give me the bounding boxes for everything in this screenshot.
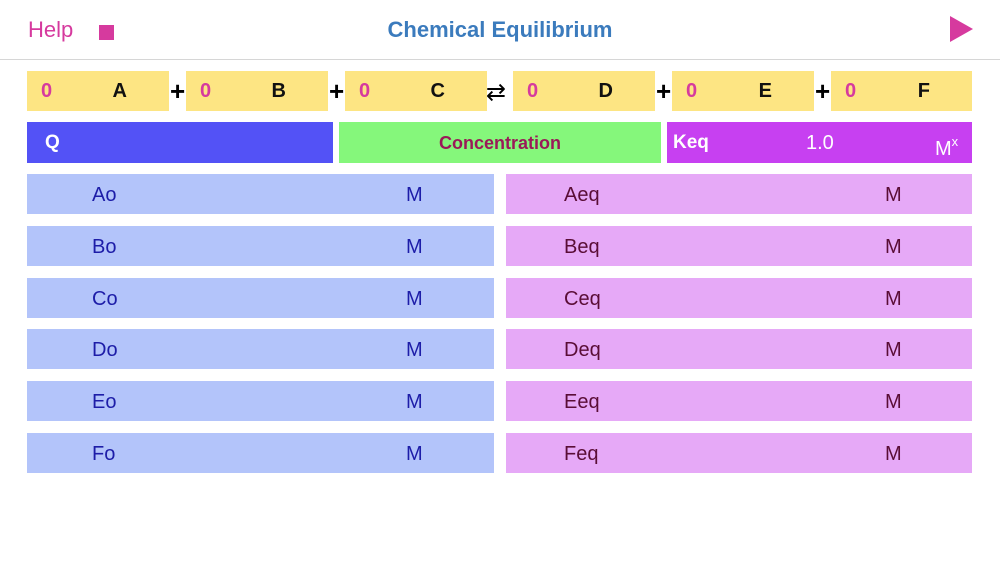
row-label: Bo <box>92 236 117 258</box>
equilibrium-concentration-row-b[interactable]: Beq M <box>506 226 972 266</box>
equilibrium-concentration-row-d[interactable]: Deq M <box>506 329 972 369</box>
row-label: Eo <box>92 391 117 413</box>
row-unit: M <box>885 184 902 206</box>
concentration-button[interactable]: Concentration <box>339 122 661 163</box>
row-label: Feq <box>564 443 599 465</box>
plus-sign: + <box>170 76 186 106</box>
initial-concentration-row-c[interactable]: Co M <box>27 278 494 318</box>
reactant-c-box[interactable]: 0 C <box>345 71 487 111</box>
row-label: Beq <box>564 236 600 258</box>
keq-value-input[interactable]: 1.0 <box>806 132 834 154</box>
row-unit: M <box>885 236 902 258</box>
row-unit: M <box>885 288 902 310</box>
row-label: Fo <box>92 443 116 465</box>
initial-concentration-row-e[interactable]: Eo M <box>27 381 494 421</box>
product-d-species: D <box>598 80 613 102</box>
row-unit: M <box>885 391 902 413</box>
row-label: Ceq <box>564 288 601 310</box>
row-unit: M <box>406 288 423 310</box>
row-unit: M <box>406 391 423 413</box>
product-d-coefficient[interactable]: 0 <box>527 80 539 102</box>
initial-concentration-row-f[interactable]: Fo M <box>27 433 494 473</box>
reactant-a-box[interactable]: 0 A <box>27 71 169 111</box>
equilibrium-concentration-row-f[interactable]: Feq M <box>506 433 972 473</box>
reactant-c-species: C <box>430 80 445 102</box>
play-icon[interactable] <box>950 16 973 42</box>
reactant-c-coefficient[interactable]: 0 <box>359 80 371 102</box>
help-button[interactable]: Help <box>28 17 74 42</box>
stop-icon[interactable] <box>99 25 114 40</box>
top-bar: Help Chemical Equilibrium <box>0 0 1000 60</box>
reactant-b-coefficient[interactable]: 0 <box>200 80 212 102</box>
keq-field[interactable]: Keq 1.0 Mx <box>667 122 972 163</box>
row-label: Co <box>92 288 118 310</box>
equilibrium-concentration-row-a[interactable]: Aeq M <box>506 174 972 214</box>
equilibrium-concentration-row-c[interactable]: Ceq M <box>506 278 972 318</box>
row-label: Deq <box>564 339 601 361</box>
page-title: Chemical Equilibrium <box>387 17 613 42</box>
keq-unit-base: M <box>935 138 952 160</box>
initial-concentration-row-d[interactable]: Do M <box>27 329 494 369</box>
initial-concentration-row-a[interactable]: Ao M <box>27 174 494 214</box>
product-e-box[interactable]: 0 E <box>672 71 814 111</box>
row-unit: M <box>885 443 902 465</box>
reactant-b-species: B <box>271 80 286 102</box>
product-e-species: E <box>758 80 772 102</box>
product-f-box[interactable]: 0 F <box>831 71 972 111</box>
plus-sign: + <box>656 76 672 106</box>
keq-label: Keq <box>673 132 709 153</box>
reactant-b-box[interactable]: 0 B <box>186 71 328 111</box>
product-d-box[interactable]: 0 D <box>513 71 655 111</box>
keq-unit: Mx <box>935 134 958 161</box>
concentration-label: Concentration <box>438 133 561 153</box>
q-button[interactable]: Q <box>27 122 333 163</box>
reactant-a-species: A <box>112 80 127 102</box>
reactant-a-coefficient[interactable]: 0 <box>41 80 53 102</box>
initial-concentration-row-b[interactable]: Bo M <box>27 226 494 266</box>
row-label: Do <box>92 339 118 361</box>
row-label: Eeq <box>564 391 600 413</box>
product-f-coefficient[interactable]: 0 <box>845 80 857 102</box>
plus-sign: + <box>329 76 345 106</box>
row-unit: M <box>406 443 423 465</box>
row-unit: M <box>406 236 423 258</box>
product-e-coefficient[interactable]: 0 <box>686 80 698 102</box>
row-unit: M <box>885 339 902 361</box>
keq-unit-exponent: x <box>951 134 959 149</box>
row-unit: M <box>406 339 423 361</box>
row-unit: M <box>406 184 423 206</box>
row-label: Aeq <box>564 184 600 206</box>
plus-sign: + <box>815 76 831 106</box>
row-label: Ao <box>92 184 117 206</box>
equilibrium-concentration-row-e[interactable]: Eeq M <box>506 381 972 421</box>
equilibrium-arrow-icon: ⇄ <box>486 79 507 106</box>
q-label: Q <box>45 132 60 153</box>
product-f-species: F <box>917 80 930 102</box>
